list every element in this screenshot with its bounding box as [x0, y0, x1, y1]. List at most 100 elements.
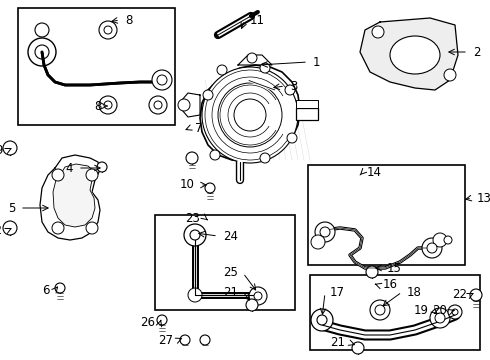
Polygon shape [200, 65, 300, 162]
Circle shape [55, 283, 65, 293]
Polygon shape [53, 164, 95, 227]
Bar [296, 108, 318, 120]
Text: 10: 10 [180, 179, 195, 192]
Circle shape [149, 96, 167, 114]
Circle shape [205, 183, 215, 193]
Circle shape [352, 342, 364, 354]
Polygon shape [182, 93, 200, 117]
Circle shape [366, 266, 378, 278]
Circle shape [317, 315, 327, 325]
Circle shape [35, 23, 49, 37]
Circle shape [422, 238, 442, 258]
Ellipse shape [390, 36, 440, 74]
Circle shape [190, 230, 200, 240]
Circle shape [202, 67, 298, 163]
Text: 17: 17 [330, 287, 345, 300]
Bar [18, 8, 175, 125]
Circle shape [178, 99, 190, 111]
Polygon shape [238, 55, 272, 65]
Circle shape [311, 235, 325, 249]
Text: 9: 9 [0, 144, 3, 157]
Circle shape [433, 233, 447, 247]
Circle shape [247, 53, 257, 63]
Text: 23: 23 [185, 211, 200, 225]
Circle shape [435, 313, 445, 323]
Circle shape [370, 300, 390, 320]
Circle shape [246, 299, 258, 311]
Circle shape [448, 305, 462, 319]
Circle shape [315, 222, 335, 242]
Circle shape [152, 70, 172, 90]
Text: 4: 4 [66, 162, 73, 175]
Text: 11: 11 [250, 13, 265, 27]
Circle shape [157, 75, 167, 85]
Circle shape [104, 26, 112, 34]
Text: 3: 3 [290, 80, 297, 93]
Text: 20: 20 [432, 305, 447, 318]
Circle shape [249, 287, 267, 305]
Circle shape [452, 309, 458, 315]
Text: 18: 18 [407, 285, 422, 298]
Text: 24: 24 [223, 230, 238, 243]
Text: 7: 7 [195, 122, 202, 135]
Circle shape [52, 222, 64, 234]
Circle shape [285, 85, 295, 95]
Text: 27: 27 [158, 333, 173, 346]
Circle shape [210, 150, 220, 160]
Circle shape [188, 288, 202, 302]
Polygon shape [40, 155, 100, 240]
Text: 13: 13 [477, 192, 490, 204]
Circle shape [260, 153, 270, 163]
Text: 25: 25 [223, 266, 238, 279]
Circle shape [52, 169, 64, 181]
Circle shape [186, 152, 198, 164]
Text: 16: 16 [383, 279, 398, 292]
Circle shape [372, 26, 384, 38]
Text: 6: 6 [43, 284, 50, 297]
Circle shape [99, 21, 117, 39]
Circle shape [444, 236, 452, 244]
Circle shape [320, 227, 330, 237]
Circle shape [86, 169, 98, 181]
Text: 8: 8 [95, 99, 102, 112]
Text: 12: 12 [0, 224, 3, 237]
Circle shape [184, 224, 206, 246]
Circle shape [260, 63, 270, 73]
Circle shape [254, 292, 262, 300]
Bar [155, 215, 295, 310]
Circle shape [180, 335, 190, 345]
Text: 22: 22 [452, 288, 467, 301]
Text: 2: 2 [473, 45, 481, 58]
Text: 8: 8 [125, 13, 132, 27]
Bar [310, 275, 480, 350]
Text: 1: 1 [313, 55, 320, 68]
Circle shape [157, 315, 167, 325]
Circle shape [217, 65, 227, 75]
Circle shape [287, 133, 297, 143]
Circle shape [104, 101, 112, 109]
Circle shape [234, 99, 266, 131]
Text: 14: 14 [367, 166, 382, 180]
Text: 19: 19 [414, 305, 429, 318]
Circle shape [375, 305, 385, 315]
Circle shape [28, 38, 56, 66]
Circle shape [35, 45, 49, 59]
Circle shape [427, 243, 437, 253]
Circle shape [99, 96, 117, 114]
Text: 15: 15 [387, 261, 402, 274]
Bar [308, 165, 465, 265]
Text: 26: 26 [140, 316, 155, 329]
Circle shape [200, 335, 210, 345]
Circle shape [203, 90, 213, 100]
Circle shape [218, 83, 282, 147]
Bar [296, 100, 318, 108]
Circle shape [444, 69, 456, 81]
Circle shape [3, 141, 17, 155]
Text: 21: 21 [223, 285, 238, 298]
Circle shape [470, 289, 482, 301]
Polygon shape [360, 18, 458, 90]
Text: 21: 21 [330, 337, 345, 350]
Circle shape [154, 101, 162, 109]
Circle shape [311, 309, 333, 331]
Circle shape [97, 162, 107, 172]
